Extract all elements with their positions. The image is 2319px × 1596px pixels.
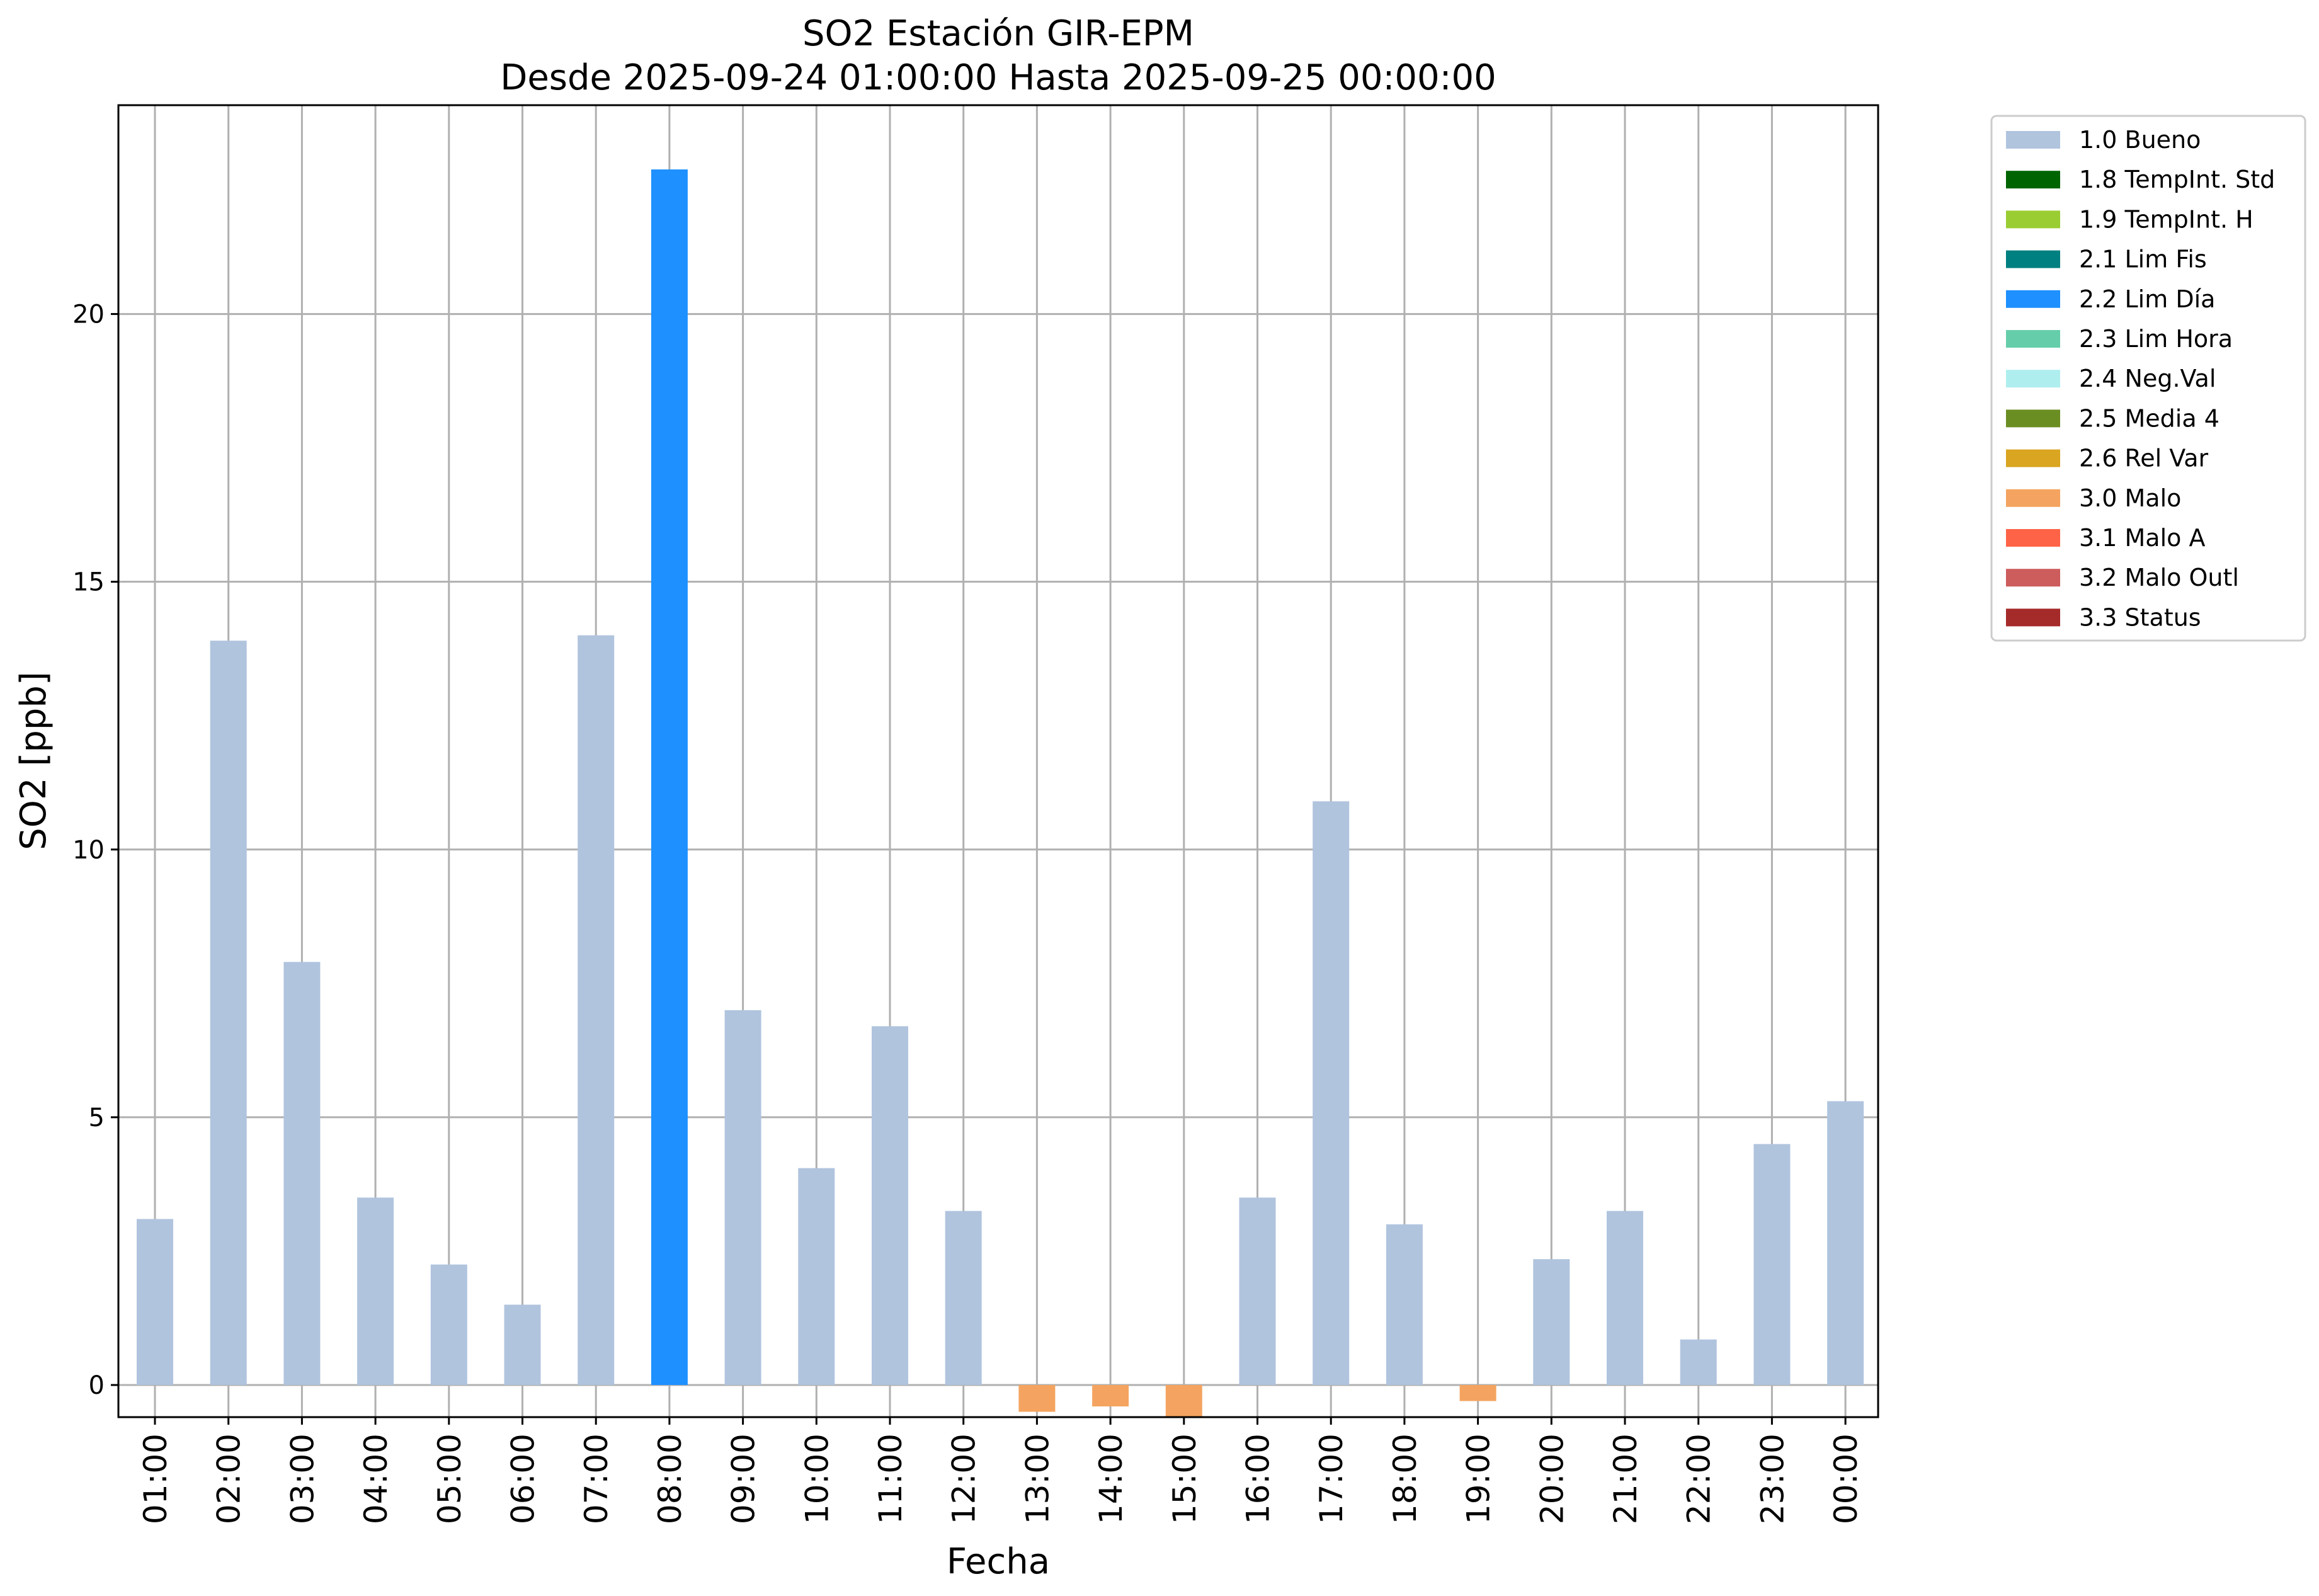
bar-0600 xyxy=(504,1304,541,1385)
x-tick-label: 16:00 xyxy=(1240,1434,1277,1524)
chart-subtitle: Desde 2025-09-24 01:00:00 Hasta 2025-09-… xyxy=(500,57,1496,98)
bar-2300 xyxy=(1753,1144,1791,1385)
bar-1500 xyxy=(1165,1384,1202,1417)
legend-swatch xyxy=(2006,449,2060,467)
legend-swatch xyxy=(2006,569,2060,587)
bar-0700 xyxy=(578,635,615,1385)
chart-title: SO2 Estación GIR-EPM xyxy=(802,13,1194,54)
bar-1800 xyxy=(1386,1224,1423,1385)
x-axis-label: Fecha xyxy=(947,1541,1050,1582)
x-tick-label: 06:00 xyxy=(505,1434,542,1524)
plot-frame xyxy=(117,104,1879,1418)
bar-0300 xyxy=(283,962,321,1385)
x-tick-label: 03:00 xyxy=(284,1434,321,1524)
legend-swatch xyxy=(2006,409,2060,428)
legend-entry: 2.3 Lim Hora xyxy=(2079,325,2233,353)
x-tick-label: 04:00 xyxy=(358,1434,394,1524)
x-tick-label: 22:00 xyxy=(1681,1434,1718,1524)
bar-1200 xyxy=(945,1211,982,1385)
legend-entry: 3.3 Status xyxy=(2079,603,2201,631)
bar-1300 xyxy=(1018,1384,1056,1412)
legend-entry: 1.0 Bueno xyxy=(2079,126,2201,154)
legend-entry: 2.5 Media 4 xyxy=(2079,404,2219,432)
legend-swatch xyxy=(2006,171,2060,189)
x-tick-label: 00:00 xyxy=(1828,1434,1864,1524)
x-tick-label: 02:00 xyxy=(211,1434,248,1524)
y-tick-label: 5 xyxy=(89,1103,105,1132)
x-tick-label: 01:00 xyxy=(137,1434,174,1524)
x-tick-label: 05:00 xyxy=(431,1434,468,1524)
x-tick-label: 09:00 xyxy=(726,1434,762,1524)
bar-2000 xyxy=(1533,1259,1570,1385)
bar-2200 xyxy=(1680,1339,1717,1385)
legend-entry: 2.2 Lim Día xyxy=(2079,285,2215,313)
bar-1700 xyxy=(1313,801,1350,1385)
legend-swatch xyxy=(2006,210,2060,229)
y-tick-label: 10 xyxy=(72,836,105,865)
legend-swatch xyxy=(2006,250,2060,268)
legend-swatch xyxy=(2006,370,2060,388)
legend-entry: 2.4 Neg.Val xyxy=(2079,365,2216,392)
bar-1000 xyxy=(798,1168,835,1385)
x-tick-label: 14:00 xyxy=(1093,1434,1129,1524)
bar-0800 xyxy=(651,169,688,1385)
bar-0200 xyxy=(210,641,247,1385)
x-tick-label: 10:00 xyxy=(799,1434,835,1524)
legend-swatch xyxy=(2006,330,2060,348)
legend-swatch xyxy=(2006,489,2060,507)
bars xyxy=(137,169,1864,1417)
legend-swatch xyxy=(2006,608,2060,627)
legend-swatch xyxy=(2006,290,2060,308)
bar-1400 xyxy=(1092,1384,1129,1406)
legend-entry: 3.1 Malo A xyxy=(2079,524,2205,552)
bar-0900 xyxy=(724,1010,761,1385)
x-tick-label: 11:00 xyxy=(872,1434,909,1524)
x-tick-label: 18:00 xyxy=(1387,1434,1423,1524)
legend: 1.0 Bueno 1.8 TempInt. Std 1.9 TempInt. H 2… xyxy=(1990,115,2306,642)
y-tick-label: 15 xyxy=(72,568,105,597)
x-tick-label: 08:00 xyxy=(652,1434,688,1524)
legend-swatch xyxy=(2006,529,2060,547)
legend-entry: 3.2 Malo Outl xyxy=(2079,564,2239,591)
x-tick-label: 21:00 xyxy=(1607,1434,1644,1524)
legend-swatch xyxy=(2006,131,2060,149)
y-axis-label: SO2 [ppb] xyxy=(13,671,54,850)
bar-1100 xyxy=(872,1026,908,1385)
bar-2100 xyxy=(1607,1211,1643,1385)
bar-0000 xyxy=(1827,1101,1864,1385)
legend-entry: 1.8 TempInt. Std xyxy=(2079,166,2275,193)
legend-entry: 1.9 TempInt. H xyxy=(2079,205,2253,233)
y-tick-label: 0 xyxy=(89,1371,105,1400)
bar-0100 xyxy=(137,1219,173,1385)
legend-entry: 3.0 Malo xyxy=(2079,484,2181,512)
bar-0400 xyxy=(357,1197,394,1385)
legend-entry: 2.1 Lim Fis xyxy=(2079,246,2207,273)
legend-frame xyxy=(1990,115,2306,642)
x-tick-label: 15:00 xyxy=(1166,1434,1203,1524)
y-axis-ticks: 0 5 10 15 20 xyxy=(72,300,118,1400)
bar-1900 xyxy=(1459,1384,1496,1401)
x-tick-label: 07:00 xyxy=(578,1434,615,1524)
x-tick-label: 12:00 xyxy=(946,1434,983,1524)
legend-entry: 2.6 Rel Var xyxy=(2079,445,2209,472)
x-tick-label: 19:00 xyxy=(1461,1434,1497,1524)
x-tick-label: 13:00 xyxy=(1019,1434,1056,1524)
y-tick-label: 20 xyxy=(72,300,105,329)
bar-0500 xyxy=(430,1264,467,1385)
x-tick-label: 17:00 xyxy=(1313,1434,1350,1524)
x-tick-label: 20:00 xyxy=(1534,1434,1570,1524)
bar-1600 xyxy=(1239,1197,1276,1385)
x-axis-ticks: 01:00 02:00 03:00 04:00 05:00 06:00 07:00 08:00… xyxy=(137,1417,1864,1524)
x-tick-label: 23:00 xyxy=(1754,1434,1791,1524)
